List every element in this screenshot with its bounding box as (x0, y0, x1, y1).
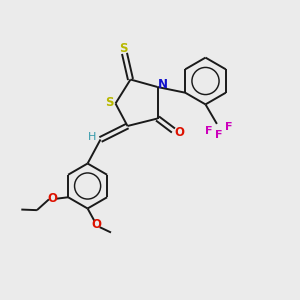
Text: H: H (88, 132, 97, 142)
Text: F: F (224, 122, 232, 132)
Text: S: S (119, 41, 127, 55)
Text: F: F (205, 125, 212, 136)
Text: O: O (47, 192, 58, 205)
Text: F: F (215, 130, 222, 140)
Text: O: O (91, 218, 101, 232)
Text: N: N (158, 78, 168, 91)
Text: O: O (174, 126, 184, 140)
Text: S: S (105, 96, 113, 109)
